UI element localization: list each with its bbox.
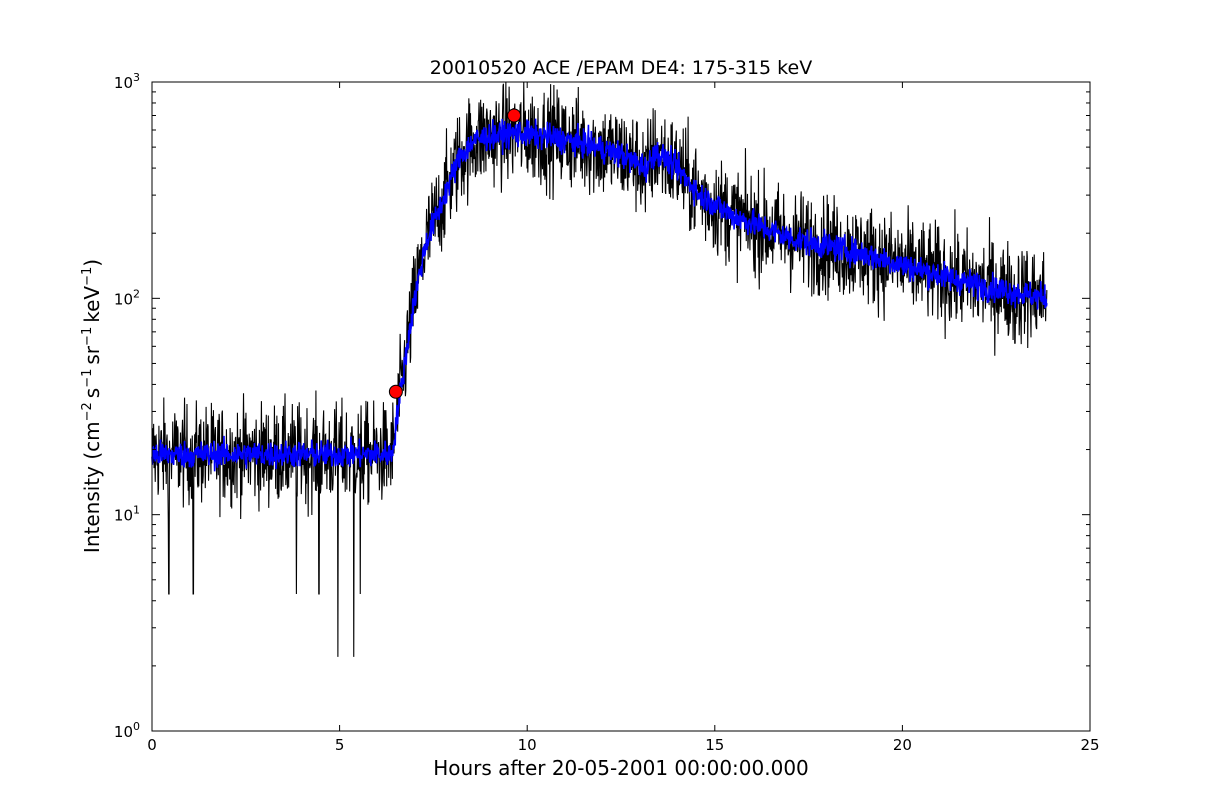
event-marker	[507, 108, 522, 123]
event-marker	[388, 384, 403, 399]
x-tick-label: 10	[518, 736, 537, 754]
plot-frame	[151, 81, 1091, 732]
y-tick-label: 102	[114, 287, 140, 308]
x-tick-label: 25	[1080, 736, 1099, 754]
y-label-exp: −2	[80, 402, 95, 421]
y-label-prefix: Intensity (cm	[80, 421, 104, 553]
series-layer	[151, 81, 1048, 657]
x-tick-label: 15	[705, 736, 724, 754]
series-smoothed	[151, 118, 1048, 472]
x-axis-label: Hours after 20-05-2001 00:00:00.000	[433, 756, 809, 780]
y-label-unit: sr	[80, 345, 104, 364]
y-label-suffix: )	[80, 259, 104, 267]
y-tick-label: 100	[114, 720, 140, 741]
y-label-exp: −1	[80, 267, 95, 286]
x-tick-label: 5	[335, 736, 345, 754]
x-tick-label: 0	[147, 736, 157, 754]
marker-layer	[388, 108, 522, 399]
y-axis-ticks: 100 101 102 103	[114, 71, 1090, 741]
chart-title: 20010520 ACE /EPAM DE4: 175-315 keV	[430, 57, 812, 79]
plot-area	[152, 82, 1090, 731]
y-label-unit: keV	[80, 286, 104, 323]
x-tick-label: 20	[893, 736, 912, 754]
y-label-exp: −1	[80, 369, 95, 388]
y-axis-label: Intensity (cm−2s−1sr−1keV−1)	[80, 259, 104, 553]
y-tick-label: 103	[114, 71, 140, 92]
y-label-exp: −1	[80, 327, 95, 346]
x-axis-ticks: 0 5 10 15 20 25	[147, 82, 1100, 754]
y-tick-label: 101	[114, 504, 140, 525]
y-label-unit: s	[80, 388, 104, 398]
